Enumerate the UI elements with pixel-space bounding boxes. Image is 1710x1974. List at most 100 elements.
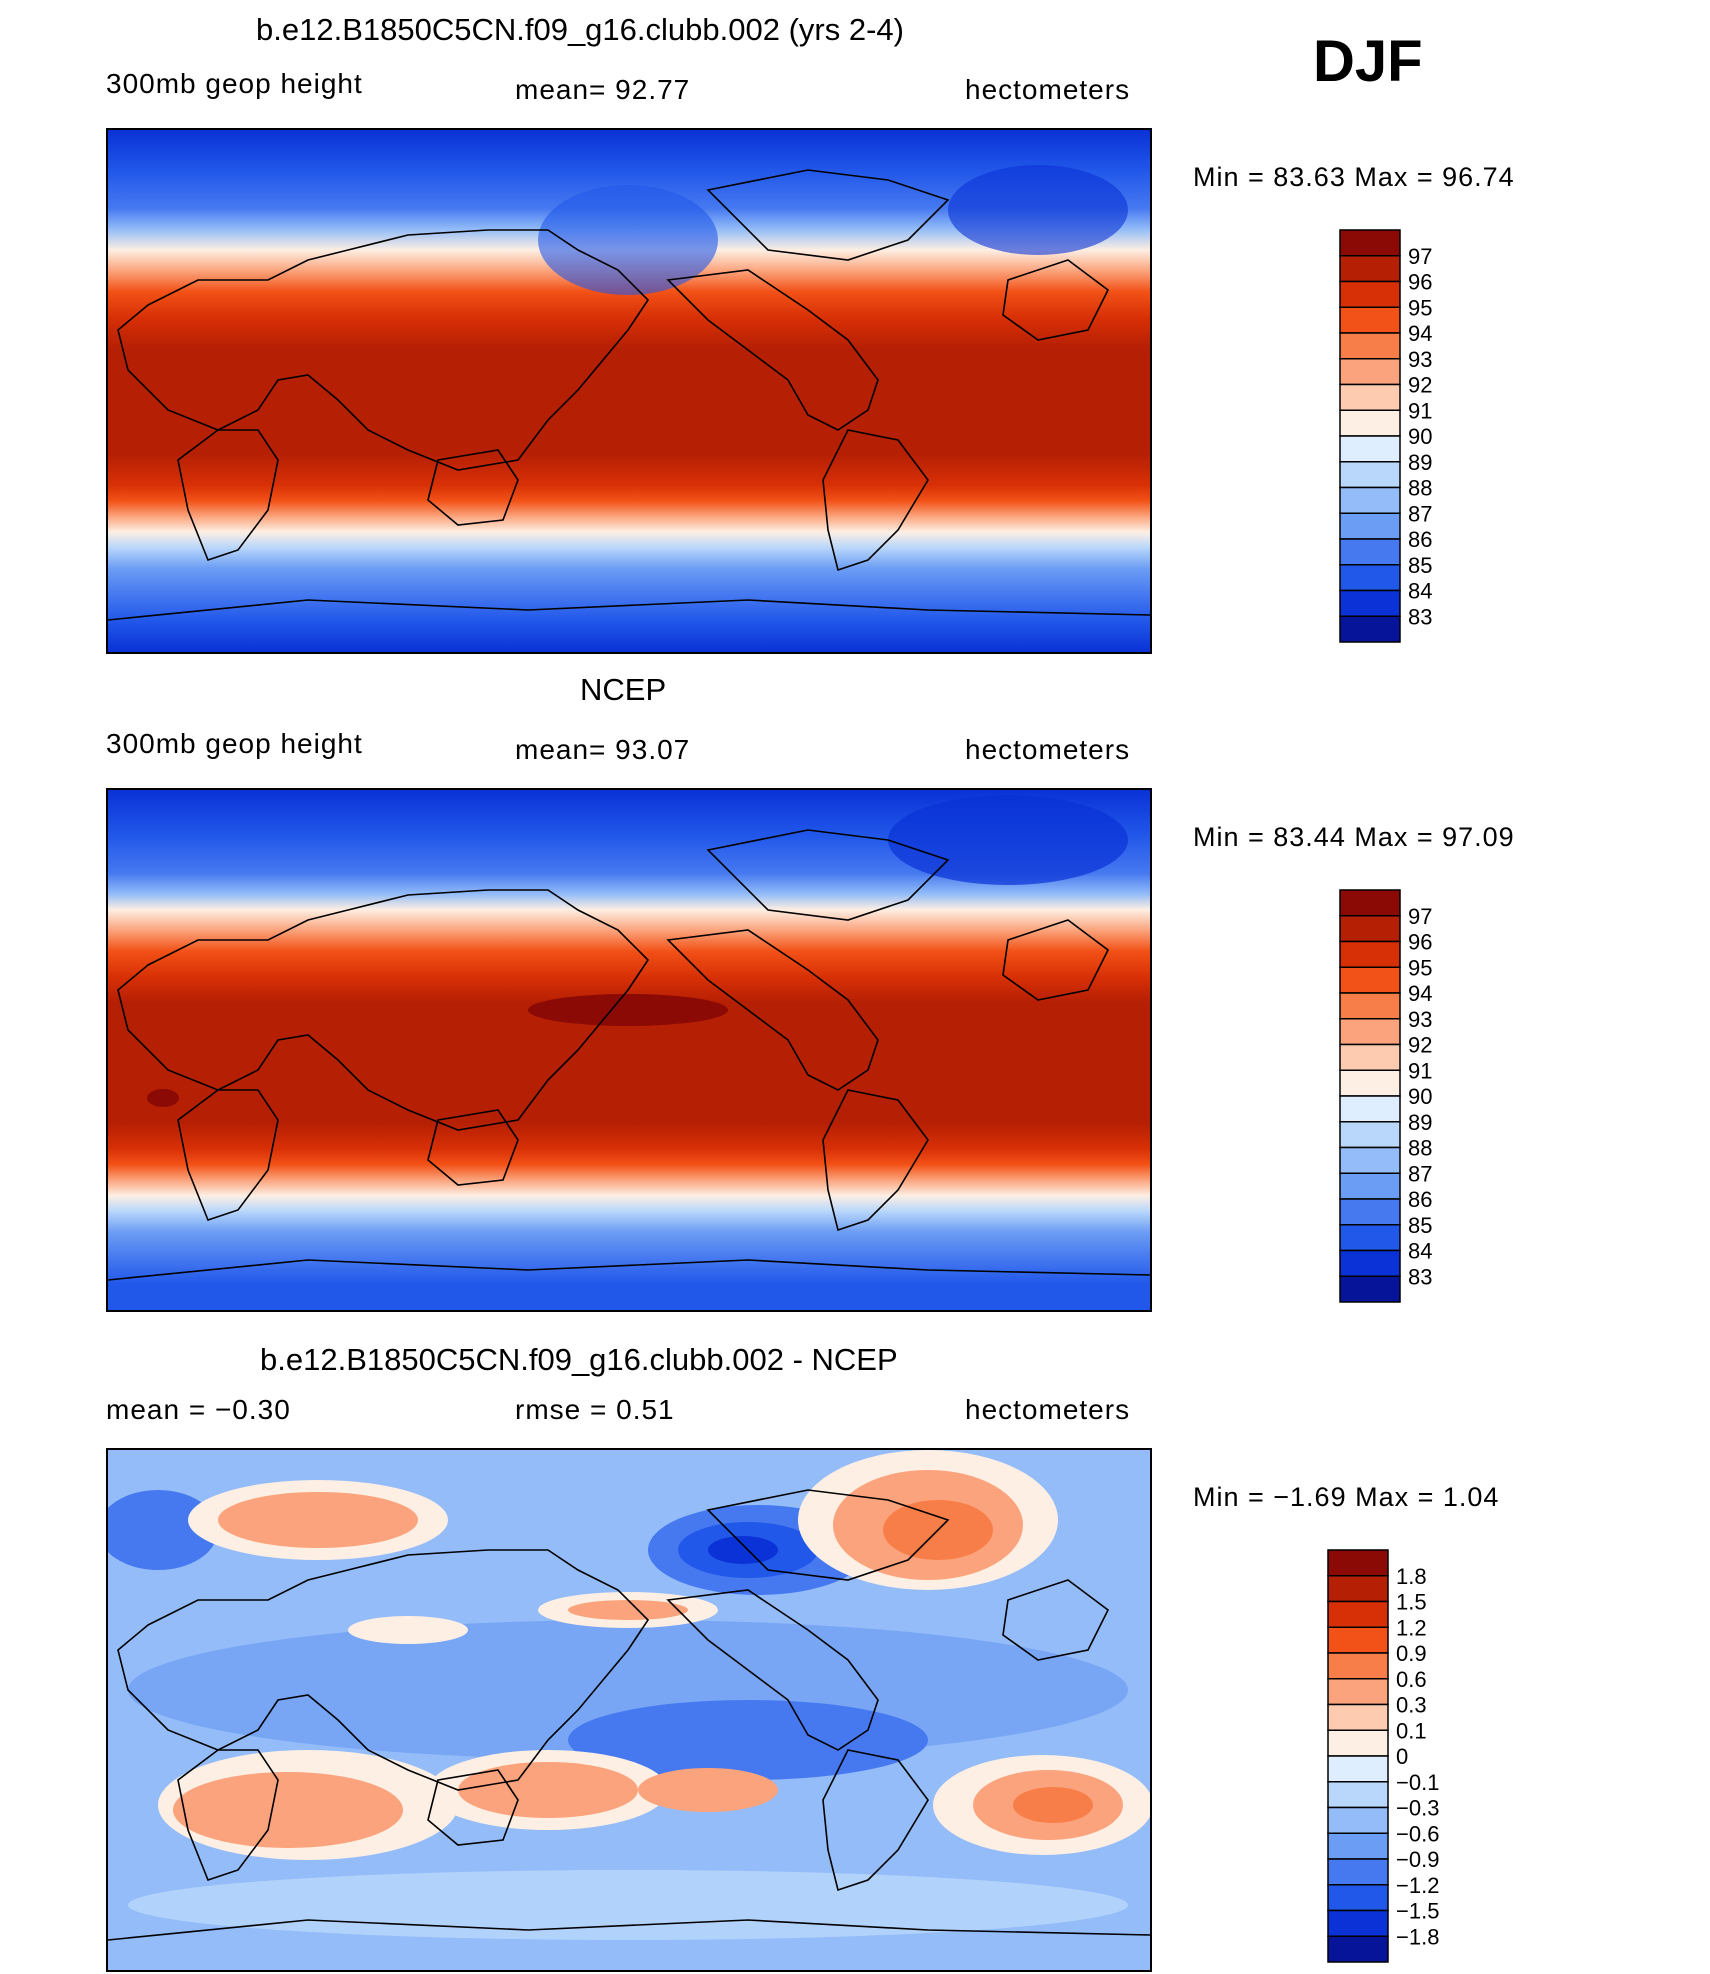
colorbar-label: 0.9 <box>1396 1641 1427 1666</box>
colorbar-swatch <box>1339 966 1401 994</box>
colorbar-swatch <box>1339 538 1401 566</box>
colorbar-swatch <box>1339 1146 1401 1174</box>
colorbar-label: 85 <box>1408 553 1432 578</box>
colorbar-swatch <box>1339 1121 1401 1149</box>
colorbar-label: 89 <box>1408 1110 1432 1135</box>
colorbar-label: −1.8 <box>1396 1924 1439 1949</box>
colorbar-label: 96 <box>1408 270 1432 295</box>
colorbar-swatch <box>1339 1069 1401 1097</box>
colorbar-label: −0.6 <box>1396 1821 1439 1846</box>
colorbar-label: 92 <box>1408 373 1432 398</box>
colorbar-label: 90 <box>1408 424 1432 449</box>
colorbar-swatch <box>1339 461 1401 489</box>
colorbar-label: 84 <box>1408 579 1432 604</box>
colorbar-label: 85 <box>1408 1213 1432 1238</box>
colorbar-label: 89 <box>1408 450 1432 475</box>
colorbar-label: 1.2 <box>1396 1615 1427 1640</box>
colorbar-swatch <box>1339 1172 1401 1200</box>
colorbar-label: 84 <box>1408 1239 1432 1264</box>
colorbar-label: 93 <box>1408 347 1432 372</box>
colorbar-label: 95 <box>1408 955 1432 980</box>
colorbar-label: 83 <box>1408 1264 1432 1289</box>
colorbar-label: 94 <box>1408 321 1432 346</box>
colorbar-label: 95 <box>1408 295 1432 320</box>
colorbar-swatch <box>1339 255 1401 283</box>
panel1-units-label: hectometers <box>965 74 1131 105</box>
colorbar-swatch <box>1339 1095 1401 1123</box>
colorbar-label: 86 <box>1408 1187 1432 1212</box>
colorbar-swatch <box>1327 1909 1389 1937</box>
season-label: DJF <box>1313 29 1423 94</box>
colorbar-label: 0 <box>1396 1744 1408 1769</box>
colorbar-swatch <box>1339 1224 1401 1252</box>
panel3-map <box>106 1448 1152 1972</box>
colorbar-swatch <box>1339 229 1401 257</box>
colorbar-swatch <box>1327 1575 1389 1603</box>
colorbar-label: 1.8 <box>1396 1564 1427 1589</box>
colorbar-label: 91 <box>1408 1058 1432 1083</box>
colorbar-swatch <box>1339 332 1401 360</box>
colorbar-swatch <box>1339 512 1401 540</box>
panel3-minmax: Min = −1.69 Max = 1.04 <box>1193 1482 1500 1512</box>
colorbar-swatch <box>1339 409 1401 437</box>
colorbar-label: 0.1 <box>1396 1718 1427 1743</box>
colorbar-label: 0.3 <box>1396 1693 1427 1718</box>
panel3-units-label: hectometers <box>965 1394 1131 1425</box>
colorbar-swatch <box>1339 992 1401 1020</box>
colorbar-swatch <box>1339 383 1401 411</box>
colorbar-swatch <box>1327 1781 1389 1809</box>
panel1-mean-label: mean= 92.77 <box>515 74 691 105</box>
panel3-title: b.e12.B1850C5CN.f09_g16.clubb.002 - NCEP <box>260 1342 898 1377</box>
panel2-map <box>106 788 1152 1312</box>
panel2-variable-label: 300mb geop height <box>106 728 363 759</box>
colorbar-swatch <box>1327 1935 1389 1963</box>
colorbar-label: 90 <box>1408 1084 1432 1109</box>
panel3-map-svg <box>108 1450 1150 1970</box>
colorbar-label: −1.2 <box>1396 1873 1439 1898</box>
colorbar-swatch <box>1339 615 1401 643</box>
colorbar-label: 93 <box>1408 1007 1432 1032</box>
panel1-map <box>106 128 1152 654</box>
colorbar-swatch <box>1339 1249 1401 1277</box>
colorbar-swatch <box>1339 1275 1401 1303</box>
colorbar-swatch <box>1339 486 1401 514</box>
colorbar-swatch <box>1327 1626 1389 1654</box>
colorbar-label: 1.5 <box>1396 1590 1427 1615</box>
panel3-mean-label: mean = −0.30 <box>106 1394 291 1425</box>
colorbar-swatch <box>1327 1729 1389 1757</box>
colorbar-label: 97 <box>1408 904 1432 929</box>
panel1-colorbar: 97 96 95 94 93 92 91 90 89 88 87 86 85 84 83 <box>1339 228 1470 644</box>
panel2-units-label: hectometers <box>965 734 1131 765</box>
panel3-colorbar: 1.8 1.5 1.2 0.9 0.6 0.3 0.1 0 −0.1 −0.3 −0.6 −0.9 −1… <box>1327 1548 1468 1964</box>
colorbar-label: 96 <box>1408 930 1432 955</box>
colorbar-swatch <box>1327 1678 1389 1706</box>
colorbar-label: 83 <box>1408 604 1432 629</box>
colorbar-swatch <box>1327 1755 1389 1783</box>
colorbar-swatch <box>1339 889 1401 917</box>
colorbar-label: 87 <box>1408 1161 1432 1186</box>
colorbar-label: 97 <box>1408 244 1432 269</box>
colorbar-swatch <box>1339 435 1401 463</box>
colorbar-swatch <box>1339 1198 1401 1226</box>
panel2-mean-label: mean= 93.07 <box>515 734 691 765</box>
colorbar-swatch <box>1339 1018 1401 1046</box>
panel1-variable-label: 300mb geop height <box>106 68 363 99</box>
colorbar-label: −0.3 <box>1396 1796 1439 1821</box>
panel2-title: NCEP <box>580 672 667 707</box>
panel3-rmse-label: rmse = 0.51 <box>515 1394 675 1425</box>
colorbar-swatch <box>1327 1806 1389 1834</box>
colorbar-label: −1.5 <box>1396 1899 1439 1924</box>
panel1-map-svg <box>108 130 1150 652</box>
colorbar-swatch <box>1327 1549 1389 1577</box>
colorbar-swatch <box>1339 1043 1401 1071</box>
colorbar-swatch <box>1339 915 1401 943</box>
colorbar-label: 86 <box>1408 527 1432 552</box>
colorbar-swatch <box>1339 358 1401 386</box>
colorbar-swatch <box>1339 306 1401 334</box>
colorbar-label: 92 <box>1408 1033 1432 1058</box>
panel3-colorbar-svg: 1.81.51.20.90.60.30.10−0.1−0.3−0.6−0.9−1… <box>1327 1549 1439 1963</box>
colorbar-swatch <box>1339 280 1401 308</box>
colorbar-swatch <box>1327 1832 1389 1860</box>
colorbar-label: −0.1 <box>1396 1770 1439 1795</box>
